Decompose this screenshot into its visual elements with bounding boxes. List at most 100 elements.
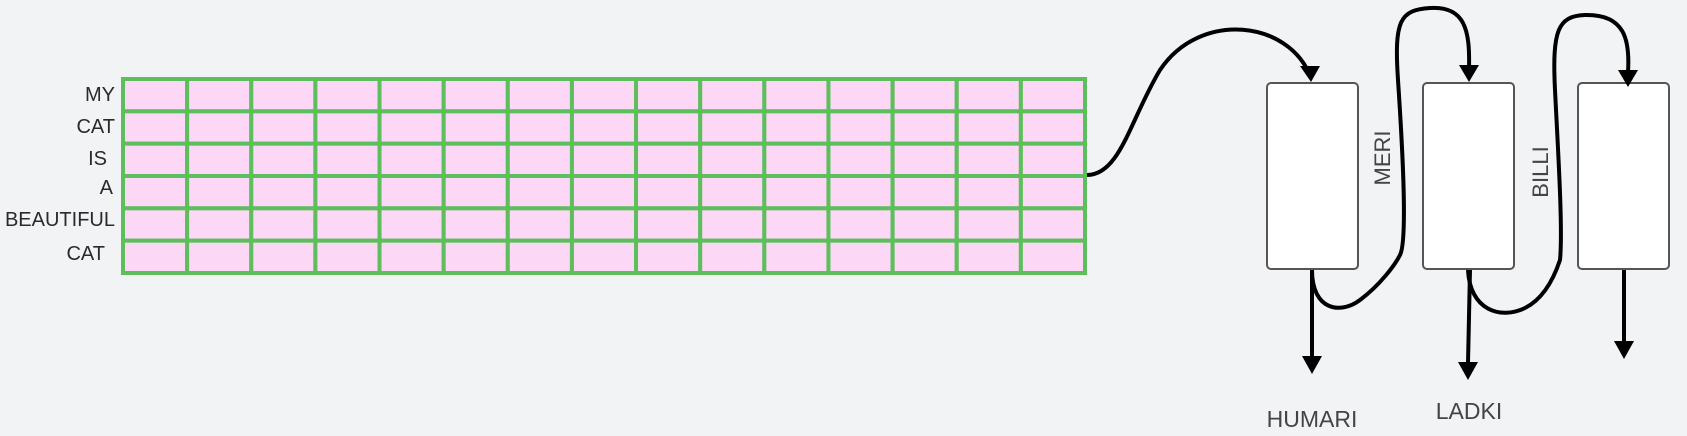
matrix-cell bbox=[762, 174, 831, 211]
row-label-a: A bbox=[99, 177, 113, 199]
matrix-cell bbox=[698, 109, 767, 146]
matrix-cell bbox=[569, 141, 639, 179]
matrix-cell bbox=[954, 238, 1023, 276]
box-2-to-box-3-arrowhead bbox=[1618, 70, 1638, 87]
matrix-cell bbox=[890, 174, 959, 211]
matrix-cell bbox=[505, 109, 574, 146]
matrix-cell bbox=[377, 109, 446, 146]
matrix-cell bbox=[890, 77, 959, 114]
output-label-humari: HUMARI bbox=[1266, 406, 1358, 432]
matrix-cell bbox=[185, 174, 254, 211]
row-label-my: MY bbox=[85, 84, 115, 106]
matrix-cell bbox=[890, 141, 959, 179]
matrix-cell bbox=[121, 77, 190, 114]
matrix-cell bbox=[441, 238, 510, 276]
matrix-cell bbox=[441, 174, 510, 211]
matrix-cell bbox=[249, 174, 318, 211]
matrix-cell bbox=[698, 174, 767, 211]
matrix-cell bbox=[569, 77, 639, 114]
matrix-cell bbox=[698, 141, 767, 179]
matrix-cell bbox=[185, 77, 254, 114]
matrix-cell bbox=[569, 238, 639, 276]
matrix-cell bbox=[249, 141, 318, 179]
matrix-cell bbox=[313, 77, 382, 114]
matrix-cell bbox=[1018, 109, 1087, 146]
matrix-cell bbox=[377, 77, 446, 114]
rnn-box-3 bbox=[1577, 82, 1670, 270]
matrix-cell bbox=[698, 77, 767, 114]
matrix-cell bbox=[185, 206, 254, 243]
matrix-cell bbox=[1018, 77, 1087, 114]
matrix-cell bbox=[249, 238, 318, 276]
matrix-cell bbox=[377, 206, 446, 243]
matrix-cell bbox=[441, 141, 510, 179]
matrix-cell bbox=[826, 206, 895, 243]
matrix-cell bbox=[377, 174, 446, 211]
matrix-cell bbox=[698, 238, 767, 276]
row-label-cat: CAT bbox=[76, 116, 115, 138]
matrix-cell bbox=[377, 141, 446, 179]
matrix-cell bbox=[505, 77, 574, 114]
matrix-to-box-1-arrowhead bbox=[1300, 66, 1320, 82]
matrix-cell bbox=[505, 238, 574, 276]
matrix-cell bbox=[441, 206, 510, 243]
matrix-cell bbox=[185, 109, 254, 146]
matrix-cell bbox=[185, 238, 254, 276]
matrix-cell bbox=[249, 109, 318, 146]
matrix-cell bbox=[313, 141, 382, 179]
matrix-cell bbox=[121, 174, 190, 211]
matrix-cell bbox=[634, 77, 703, 114]
carry-label-meri: MERI bbox=[1370, 130, 1395, 186]
matrix-cell bbox=[441, 109, 510, 146]
box-1-to-box-2-recurrent-arrow bbox=[1310, 5, 1472, 310]
matrix-to-box-1-arrow bbox=[1086, 27, 1313, 177]
matrix-cell bbox=[1018, 141, 1087, 179]
matrix-cell bbox=[890, 206, 959, 243]
matrix-cell bbox=[826, 141, 895, 179]
matrix-cell bbox=[1018, 206, 1087, 243]
matrix-cell bbox=[762, 206, 831, 243]
matrix-cell bbox=[698, 206, 767, 243]
matrix-cell bbox=[121, 109, 190, 146]
matrix-cell bbox=[954, 109, 1023, 146]
matrix-cell bbox=[121, 238, 190, 276]
matrix-cell bbox=[826, 238, 895, 276]
box-2-output-arrowhead bbox=[1458, 362, 1478, 380]
matrix-cell bbox=[1018, 174, 1087, 211]
matrix-cell bbox=[826, 174, 895, 211]
matrix-cell bbox=[313, 206, 382, 243]
matrix-cell bbox=[185, 141, 254, 179]
matrix-cell bbox=[505, 206, 574, 243]
matrix-cell bbox=[954, 206, 1023, 243]
matrix-cell bbox=[313, 109, 382, 146]
row-label-beautiful: BEAUTIFUL bbox=[4, 209, 115, 231]
matrix-cell bbox=[890, 109, 959, 146]
matrix-cell bbox=[762, 109, 831, 146]
embedding-matrix bbox=[121, 77, 1087, 276]
matrix-cell bbox=[954, 77, 1023, 114]
matrix-cell bbox=[634, 109, 703, 146]
matrix-cell bbox=[954, 174, 1023, 211]
matrix-cell bbox=[762, 238, 831, 276]
matrix-cell bbox=[249, 77, 318, 114]
matrix-cell bbox=[249, 206, 318, 243]
matrix-cell bbox=[569, 206, 639, 243]
matrix-cell bbox=[954, 141, 1023, 179]
matrix-cell bbox=[890, 238, 959, 276]
rnn-box-1 bbox=[1266, 82, 1359, 270]
matrix-cell bbox=[569, 174, 639, 211]
matrix-cell bbox=[121, 206, 190, 243]
rnn-box-2 bbox=[1422, 82, 1515, 270]
matrix-cell bbox=[121, 141, 190, 179]
box-1-to-box-2-arrowhead bbox=[1459, 65, 1479, 82]
matrix-cell bbox=[762, 141, 831, 179]
carry-label-billi: BILLI bbox=[1528, 146, 1553, 198]
matrix-cell bbox=[377, 238, 446, 276]
matrix-cell bbox=[634, 238, 703, 276]
row-label-cat-2: CAT bbox=[66, 243, 105, 265]
matrix-cell bbox=[313, 238, 382, 276]
matrix-cell bbox=[634, 174, 703, 211]
matrix-cell bbox=[762, 77, 831, 114]
box-3-output-arrowhead bbox=[1614, 341, 1634, 359]
